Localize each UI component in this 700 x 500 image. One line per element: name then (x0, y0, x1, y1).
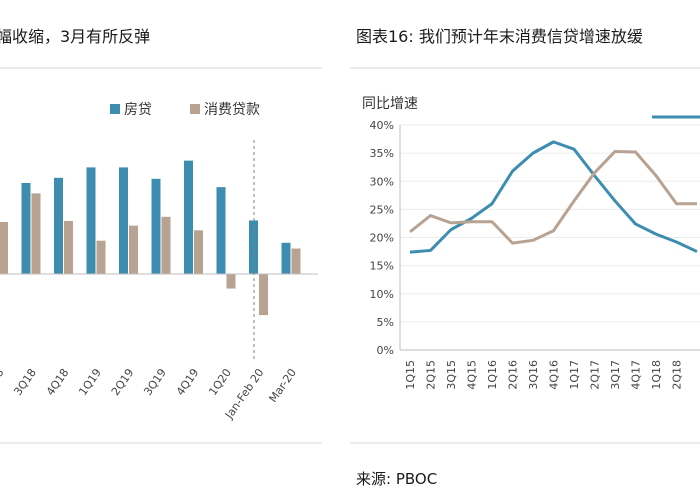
bar-housing-4 (119, 167, 128, 274)
line-series-blue (409, 140, 698, 254)
left-x-tick-label: 4Q19 (174, 366, 202, 398)
bar-consumer-2 (64, 220, 73, 274)
y-tick-label: 25% (370, 203, 394, 216)
x-tick-label: 2Q18 (671, 360, 684, 390)
left-x-tick-label: 3Q19 (141, 366, 169, 398)
y-tick-label: 15% (370, 260, 394, 273)
left-legend-label-consumer: 消费贷款 (204, 102, 260, 118)
y-axis-unit-label: 同比增速 (362, 96, 418, 112)
left-bar-chart: 幅收缩，3月有所反弹 房贷 消费贷款 8 3Q18 4Q18 1Q19 2Q19 3Q19… (0, 27, 322, 444)
line-series-tan (409, 149, 697, 245)
left-legend-label-housing: 房贷 (124, 102, 152, 118)
left-chart-title: 幅收缩，3月有所反弹 (0, 27, 150, 46)
bar-housing-7 (216, 187, 226, 274)
left-x-tick-label: 1Q20 (206, 366, 234, 398)
bar-consumer-7 (226, 274, 236, 289)
x-tick-label: 4Q17 (630, 360, 643, 390)
x-tick-label: 3Q17 (609, 360, 622, 390)
x-tick-label: 1Q17 (568, 360, 581, 390)
y-tick-label: 20% (370, 232, 394, 245)
y-tick-label: 5% (377, 316, 394, 329)
x-tick-label: 4Q15 (466, 360, 479, 390)
x-tick-label: 1Q16 (486, 360, 499, 390)
bar-consumer-0 (0, 222, 8, 274)
x-tick-label: 1Q15 (404, 360, 417, 390)
bar-consumer-6 (194, 230, 203, 274)
bar-consumer-9 (291, 248, 301, 274)
x-tick-label: 2Q17 (589, 360, 602, 390)
bar-housing-3 (86, 167, 96, 274)
left-legend-swatch-housing (110, 104, 120, 114)
x-tick-label: 3Q15 (445, 360, 458, 390)
left-x-tick-label: Mar-20 (266, 366, 298, 405)
left-x-tick-label: 8 (0, 366, 6, 379)
x-tick-label: 2Q16 (507, 360, 520, 390)
left-x-tick-label: 1Q19 (76, 366, 104, 398)
y-tick-label: 10% (370, 288, 394, 301)
y-tick-label: 30% (370, 175, 394, 188)
left-legend: 房贷 消费贷款 (110, 102, 260, 118)
bar-housing-9 (281, 242, 291, 274)
x-tick-label: 1Q18 (650, 360, 663, 390)
bar-housing-6 (184, 160, 193, 274)
bar-consumer-4 (129, 225, 138, 274)
x-tick-label: 3Q16 (527, 360, 540, 390)
x-tick-label: 2Q15 (425, 360, 438, 390)
left-x-tick-label: 4Q18 (44, 366, 72, 398)
bar-housing-1 (21, 183, 31, 274)
bar-housing-5 (151, 178, 161, 274)
y-tick-label: 40% (370, 119, 394, 132)
y-tick-label: 0% (377, 344, 394, 357)
bar-housing-2 (54, 177, 63, 274)
x-tick-label: 4Q16 (548, 360, 561, 390)
bar-housing-8 (249, 220, 258, 274)
left-x-tick-label: 2Q19 (109, 366, 137, 398)
left-x-tick-label: 3Q18 (11, 366, 39, 398)
left-legend-swatch-consumer (190, 104, 200, 114)
bar-consumer-5 (161, 216, 171, 274)
source-note: 来源: PBOC (356, 470, 437, 488)
bar-consumer-3 (96, 240, 106, 274)
y-tick-label: 35% (370, 147, 394, 160)
right-line-chart: 图表16: 我们预计年末消费信贷增速放缓 同比增速 0% 5% 10% 15% 20% 2… (350, 27, 700, 488)
bar-consumer-1 (31, 193, 41, 274)
right-chart-title: 图表16: 我们预计年末消费信贷增速放缓 (356, 27, 643, 46)
bar-consumer-8 (259, 274, 268, 316)
